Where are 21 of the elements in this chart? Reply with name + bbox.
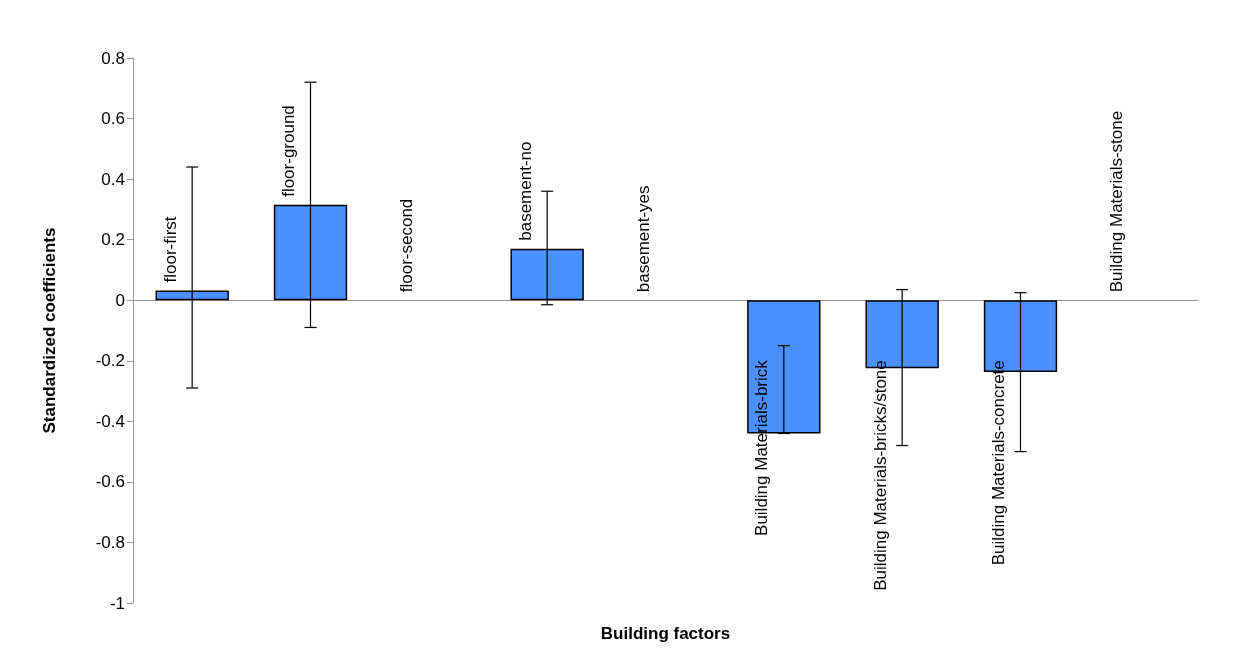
y-tick-label: 0.2 [101,230,125,250]
x-tick-label: Building Materials-bricks/stone [870,360,890,591]
y-tick-label: -1 [109,593,125,613]
y-tick-label: 0 [115,290,125,310]
x-tick-label: floor-first [160,216,180,283]
x-tick-label: basement-yes [634,185,653,293]
y-tick-label: 0.6 [101,109,125,129]
x-tick-label: floor-second [397,198,417,293]
y-tick-label: 0.4 [101,169,125,189]
x-tick-label: basement-no [515,141,535,241]
y-tick-label: -0.8 [95,532,125,552]
y-axis-title: Standardized coefficients [40,227,59,434]
x-tick-label: Building Materials-concrete [989,360,1008,566]
x-tick-label: Building Materials-stone [1107,110,1127,293]
x-tick-label: Building Materials-brick [752,359,772,536]
x-axis-title: Building factors [600,624,731,643]
y-tick-label: -0.6 [95,472,125,492]
y-tick-label: 0.8 [101,48,125,68]
x-tick-label: floor-ground [279,105,298,197]
y-tick-label: -0.2 [95,351,125,371]
y-tick-label: -0.4 [95,411,125,431]
